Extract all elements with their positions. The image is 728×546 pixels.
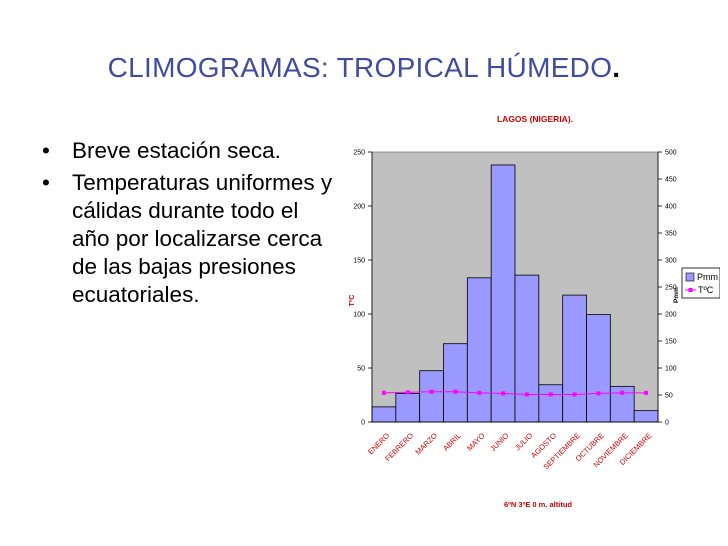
precipitation-bar — [490, 164, 516, 423]
y-left-tick-label: 150 — [353, 258, 365, 265]
y-right-tick-label: 50 — [665, 393, 673, 400]
temperature-point — [453, 389, 458, 394]
climograph-chart: LAGOS (NIGERIA). 0 50 100 150 200 250 0 50 100 150… — [349, 114, 720, 509]
temperature-point — [524, 392, 529, 397]
slide-title-text: CLIMOGRAMAS: TROPICAL HÚMEDO — [107, 52, 613, 83]
slide-title: CLIMOGRAMAS: TROPICAL HÚMEDO. — [0, 52, 728, 84]
y-right-tick-label: 400 — [665, 204, 677, 211]
legend-swatch-precip — [685, 272, 695, 282]
temperature-point — [548, 392, 553, 397]
y-left-tick-label: 100 — [353, 312, 365, 319]
precipitation-bar — [466, 277, 492, 423]
chart-title: LAGOS (NIGERIA). — [497, 114, 573, 124]
y-left-tick-label: 250 — [353, 150, 365, 157]
y-right-tick-label: 100 — [665, 366, 677, 373]
temperature-point — [596, 391, 601, 396]
legend-label-temp: TºC — [698, 285, 714, 295]
temperature-point — [620, 390, 625, 395]
y-left-label: TºC — [349, 295, 356, 307]
temperature-point — [644, 390, 649, 395]
temperature-point — [405, 390, 410, 395]
bullet-text: Breve estación seca. — [72, 138, 281, 163]
precipitation-bar — [514, 274, 540, 423]
precipitation-bar — [395, 392, 421, 423]
y-right-label: Pmm — [673, 287, 680, 303]
y-right-tick-label: 200 — [665, 312, 677, 319]
precipitation-bar — [443, 343, 468, 423]
chart-subtitle: 6ºN 3ºE 0 m. altitud — [504, 500, 572, 509]
precipitation-bar — [586, 314, 611, 423]
precipitation-bar — [538, 384, 564, 423]
y-right-tick-label: 300 — [665, 258, 677, 265]
y-right-tick-label: 250 — [665, 285, 677, 292]
y-right-tick-label: 500 — [665, 150, 677, 157]
bullet-marker: • — [42, 138, 50, 163]
precipitation-bar — [633, 410, 659, 423]
y-left-tick-label: 0 — [361, 420, 365, 427]
bullet-text: Temperaturas uniformes y cálidas durante… — [72, 170, 333, 307]
bullet-item: • Temperaturas uniformes y cálidas durant… — [40, 169, 340, 309]
category-label: MAYO — [465, 431, 487, 453]
bullet-marker: • — [42, 170, 50, 195]
temperature-point — [572, 392, 577, 397]
y-right-tick-label: 450 — [665, 177, 677, 184]
temperature-point — [477, 390, 482, 395]
temperature-point — [429, 389, 434, 394]
precipitation-bar — [562, 294, 587, 423]
category-label: MARZO — [413, 431, 439, 457]
temperature-line — [383, 391, 647, 395]
bullet-list: • Breve estación seca. • Temperaturas unif… — [40, 137, 340, 313]
legend-label-precip: Pmm — [697, 272, 718, 282]
y-left-tick-label: 50 — [357, 366, 365, 373]
temperature-point — [381, 390, 386, 395]
category-label: ABRIL — [441, 431, 463, 453]
category-label: JUNIO — [488, 431, 510, 453]
legend-swatch-temp-marker — [688, 288, 693, 292]
bullet-item: • Breve estación seca. — [40, 137, 340, 165]
slide-title-dot: . — [612, 52, 621, 83]
precipitation-bar — [371, 406, 397, 423]
y-right-tick-label: 150 — [665, 339, 677, 346]
category-label: JULIO — [513, 431, 535, 453]
y-right-tick-label: 350 — [665, 231, 677, 238]
temperature-point — [501, 391, 506, 396]
precipitation-bar — [419, 370, 444, 423]
y-right-tick-label: 0 — [665, 420, 669, 427]
y-left-tick-label: 200 — [353, 204, 365, 211]
